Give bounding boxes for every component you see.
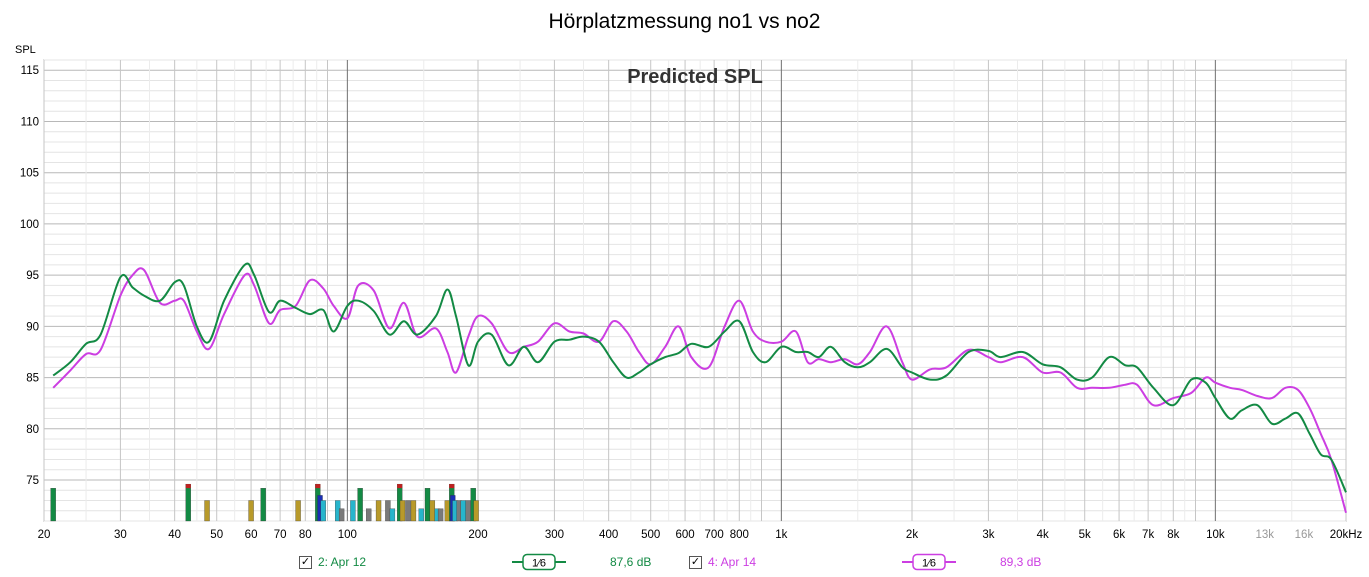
marker-bar — [50, 488, 56, 522]
marker-bars — [50, 483, 479, 522]
x-tick-label: 1k — [775, 529, 787, 541]
legend-item-2[interactable]: ✓ 4: Apr 14 — [689, 553, 756, 571]
marker-bar — [248, 500, 254, 522]
y-tick-label: 75 — [26, 475, 39, 487]
x-tick-label: 100 — [338, 529, 357, 541]
legend-level-1: 87,6 dB — [610, 555, 652, 569]
marker-bar — [418, 508, 424, 522]
grid — [43, 59, 1347, 522]
x-tick-label: 500 — [641, 529, 660, 541]
x-tick-label: 300 — [545, 529, 564, 541]
x-tick-label: 3k — [982, 529, 994, 541]
x-tick-label: 4k — [1037, 529, 1049, 541]
legend-level-2: 89,3 dB — [1000, 555, 1042, 569]
marker-bar — [385, 500, 391, 522]
series-line-2 — [52, 267, 1347, 514]
x-tick-label: 6k — [1113, 529, 1125, 541]
x-tick-label: 13k — [1256, 529, 1275, 541]
series-line-1 — [52, 262, 1347, 493]
y-tick-label: 85 — [26, 373, 39, 385]
marker-bar — [460, 500, 466, 522]
marker-bar — [389, 508, 396, 522]
marker-bar — [366, 508, 372, 522]
marker-bar — [350, 500, 356, 522]
smoothing-value-1: 1⁄6 — [532, 558, 546, 570]
x-tick-label: 20 — [38, 529, 51, 541]
x-tick-label: 60 — [245, 529, 258, 541]
marker-bar — [410, 500, 417, 522]
marker-bar — [185, 483, 191, 522]
y-tick-label: 90 — [26, 321, 39, 333]
series-lines — [52, 262, 1347, 514]
smoothing-value-2: 1⁄6 — [922, 558, 936, 570]
x-tick-label: 7k — [1142, 529, 1154, 541]
x-tick-label: 30 — [114, 529, 127, 541]
marker-bar — [338, 508, 345, 522]
legend-item-1[interactable]: ✓ 2: Apr 12 — [299, 553, 366, 571]
y-axis-label: SPL — [15, 44, 36, 56]
x-tick-label: 2k — [906, 529, 918, 541]
x-tick-label: 8k — [1167, 529, 1179, 541]
smoothing-indicator-1[interactable]: 1⁄6 — [512, 553, 566, 571]
marker-bar — [357, 488, 363, 522]
marker-bar — [465, 500, 471, 522]
marker-bar-cap — [185, 484, 191, 489]
chart-svg: 75 80 85 90 95 100 105 110 115 20 30 40 50 60 70 80 100 2… — [15, 44, 1363, 541]
x-tick-label: 200 — [468, 529, 487, 541]
marker-bar — [204, 500, 210, 522]
marker-bar — [437, 508, 444, 522]
plot-frame — [43, 59, 1347, 522]
marker-bar — [295, 500, 301, 522]
x-tick-label: 50 — [210, 529, 223, 541]
x-tick-label: 16k — [1295, 529, 1314, 541]
marker-bar — [473, 500, 479, 522]
marker-bar-cap — [397, 484, 403, 489]
tick-labels: 75 80 85 90 95 100 105 110 115 20 30 40 50 60 70 80 100 2… — [20, 65, 1363, 541]
marker-bar — [375, 500, 382, 522]
x-tick-label: 600 — [675, 529, 694, 541]
x-tick-label: 400 — [599, 529, 618, 541]
legend-checkbox-2[interactable]: ✓ — [689, 555, 702, 569]
marker-bar-cap — [315, 484, 321, 489]
y-tick-label: 95 — [26, 270, 39, 282]
marker-bar — [320, 500, 326, 522]
x-tick-label: 40 — [168, 529, 181, 541]
marker-bar — [399, 500, 406, 522]
marker-bar — [424, 488, 431, 522]
legend-label-2: 4: Apr 14 — [708, 555, 757, 569]
chart-title: Hörplatzmessung no1 vs no2 — [548, 10, 821, 33]
smoothing-indicator-2[interactable]: 1⁄6 — [902, 553, 956, 571]
x-tick-label: 20kHz — [1330, 529, 1363, 541]
legend-checkbox-1[interactable]: ✓ — [299, 555, 312, 569]
marker-bar-cap — [449, 484, 455, 489]
marker-bar — [260, 488, 266, 522]
y-tick-label: 110 — [21, 116, 39, 128]
x-tick-label: 5k — [1079, 529, 1091, 541]
marker-bar — [429, 500, 436, 522]
x-tick-label: 10k — [1206, 529, 1225, 541]
y-tick-label: 105 — [20, 168, 39, 180]
y-tick-label: 100 — [20, 219, 39, 231]
chart-annotation: Predicted SPL — [627, 66, 763, 88]
x-tick-label: 700 — [705, 529, 724, 541]
marker-bar — [405, 500, 411, 522]
x-tick-label: 80 — [299, 529, 312, 541]
x-tick-label: 800 — [730, 529, 749, 541]
x-tick-label: 70 — [274, 529, 287, 541]
y-tick-label: 80 — [26, 424, 39, 436]
legend-label-1: 2: Apr 12 — [318, 555, 367, 569]
y-tick-label: 115 — [21, 65, 39, 77]
